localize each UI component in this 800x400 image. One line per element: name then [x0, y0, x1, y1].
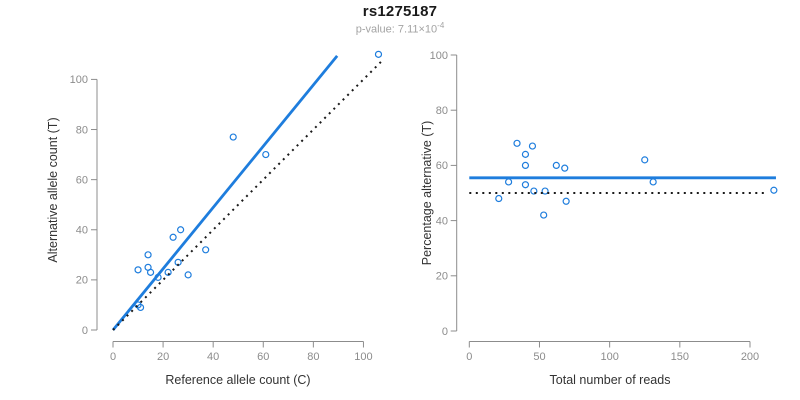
- x-tick-label: 0: [466, 351, 472, 363]
- data-point: [164, 268, 172, 276]
- data-point: [770, 186, 778, 194]
- data-point: [528, 142, 537, 150]
- x-tick-label: 20: [157, 351, 169, 363]
- data-point: [504, 178, 513, 186]
- y-tick-label: 80: [436, 105, 448, 117]
- x-tick-label: 0: [110, 351, 116, 363]
- regression-line: [111, 54, 339, 331]
- data-point: [530, 187, 538, 195]
- data-point: [134, 266, 142, 274]
- y-tick-label: 20: [436, 271, 448, 283]
- y-tick-label: 0: [442, 326, 448, 338]
- x-tick-label: 80: [307, 351, 319, 363]
- left-plot-ylabel: Alternative allele count (T): [46, 117, 60, 262]
- plot-title: rs1275187: [362, 3, 438, 20]
- data-point: [169, 233, 177, 241]
- subtitle-pvalue-text: p-value: 7.11×10: [355, 23, 438, 36]
- data-point: [513, 139, 521, 147]
- data-point: [521, 150, 530, 158]
- y-tick-label: 60: [76, 174, 88, 186]
- identity-line: [112, 58, 385, 331]
- y-tick-label: 80: [76, 124, 88, 136]
- data-point: [649, 178, 657, 186]
- data-point: [562, 197, 570, 205]
- x-tick-label: 200: [741, 351, 759, 363]
- left-plot-xlabel: Reference allele count (C): [165, 373, 310, 387]
- data-point: [521, 181, 530, 189]
- right-plot-dynamic: 0 20 40 60 80 100 0 50 100 150 200: [430, 50, 778, 363]
- data-point: [146, 268, 155, 276]
- subtitle-exponent: -4: [437, 21, 445, 30]
- y-tick-label: 100: [430, 50, 448, 62]
- x-tick-label: 60: [257, 351, 269, 363]
- right-plot: 0 20 40 60 80 100 0 50 100 150 200 Total number of…: [420, 50, 778, 387]
- data-point: [540, 211, 548, 219]
- y-tick-label: 40: [76, 225, 88, 237]
- data-point: [136, 303, 145, 312]
- data-point: [262, 150, 270, 159]
- y-tick-label: 60: [436, 160, 448, 172]
- data-point: [374, 50, 383, 58]
- left-plot: 0 20 40 60 80 100 0 20 40 60 80 100 Reference allel…: [46, 50, 385, 387]
- data-point: [641, 156, 649, 164]
- y-tick-label: 40: [436, 215, 448, 227]
- x-tick-label: 150: [671, 351, 689, 363]
- y-tick-label: 0: [82, 325, 88, 337]
- y-tick-label: 20: [76, 275, 88, 287]
- plot-subtitle: p-value: 7.11×10-4: [0, 21, 800, 36]
- data-point: [521, 161, 530, 169]
- data-point: [561, 164, 569, 172]
- left-plot-dynamic: 0 20 40 60 80 100 0 20 40 60 80 100: [70, 50, 385, 363]
- x-tick-label: 40: [207, 351, 219, 363]
- data-point: [541, 187, 549, 195]
- x-tick-label: 100: [354, 351, 372, 363]
- data-point: [495, 194, 503, 203]
- x-tick-label: 100: [600, 351, 618, 363]
- right-plot-xlabel: Total number of reads: [550, 373, 671, 387]
- right-plot-ylabel: Percentage alternative (T): [420, 121, 434, 266]
- data-point: [229, 133, 237, 141]
- data-point: [177, 226, 185, 234]
- data-point: [202, 246, 210, 254]
- data-point: [552, 161, 560, 169]
- data-point: [184, 271, 192, 279]
- data-point: [144, 251, 152, 259]
- y-tick-label: 100: [70, 74, 88, 86]
- x-tick-label: 50: [533, 351, 545, 363]
